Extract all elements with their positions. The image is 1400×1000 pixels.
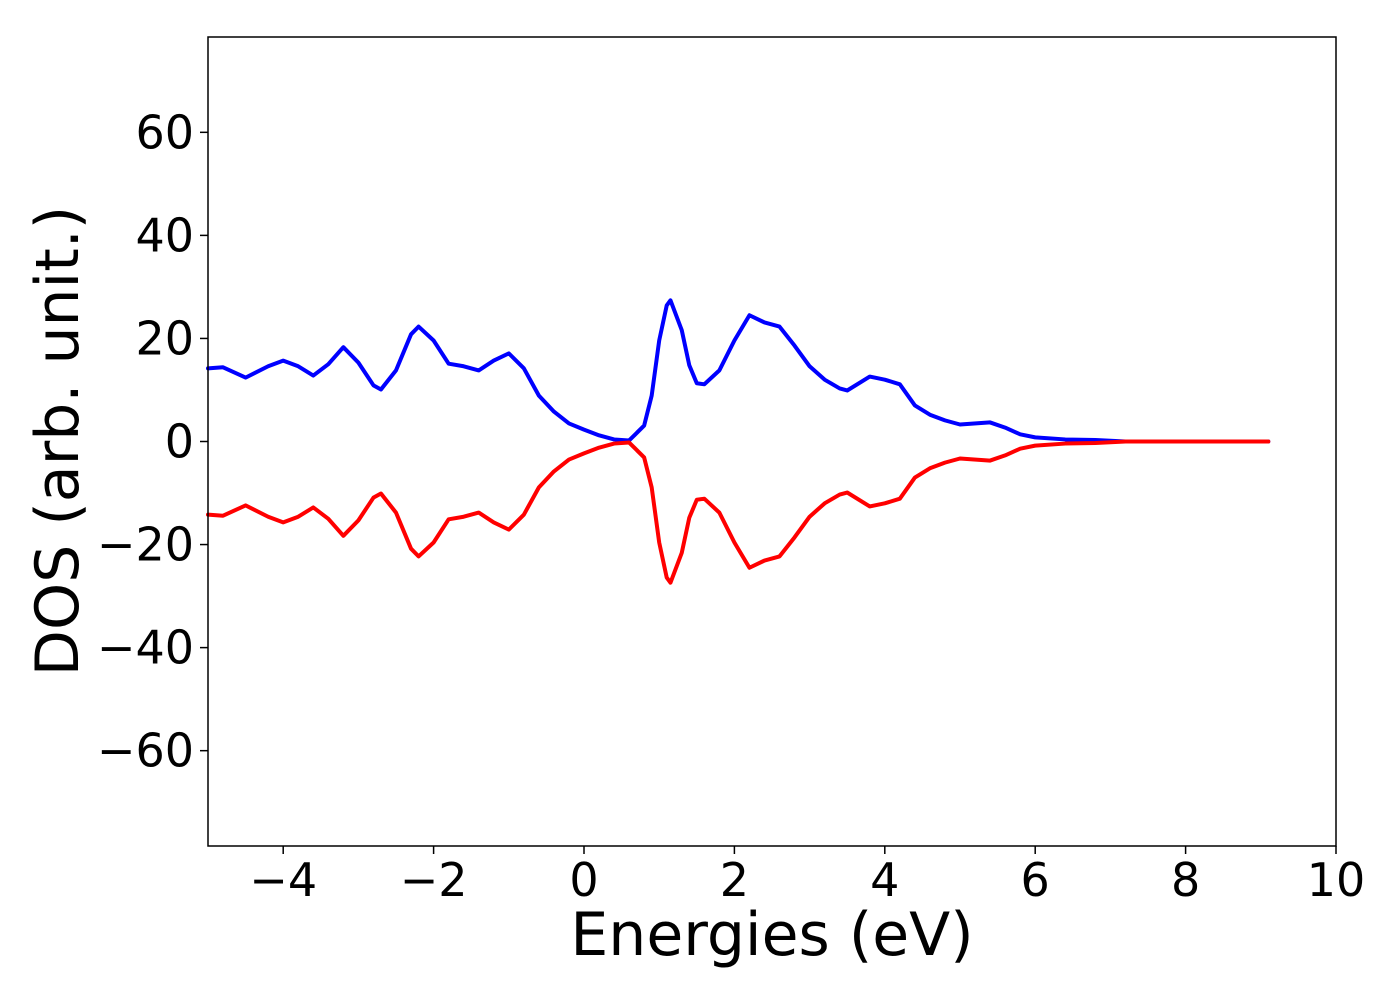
plot-frame <box>207 36 1337 847</box>
x-tick-label: 6 <box>1021 853 1050 907</box>
y-tick-label: 20 <box>135 311 194 365</box>
y-tick-label: 60 <box>135 105 194 159</box>
y-tick-label: −20 <box>97 518 194 572</box>
x-tick-label: −4 <box>249 853 317 907</box>
x-tick-label: 8 <box>1171 853 1200 907</box>
x-tick-label: 0 <box>569 853 598 907</box>
x-axis-label: Energies (eV) <box>570 900 973 970</box>
line-series <box>206 439 1271 585</box>
y-tick-label: 40 <box>135 208 194 262</box>
y-tick-label: 0 <box>165 415 194 469</box>
line-series <box>206 298 1271 444</box>
y-tick-label: −40 <box>97 621 194 675</box>
x-tick-label: 10 <box>1307 853 1366 907</box>
x-tick-label: 4 <box>870 853 899 907</box>
x-tick-label: 2 <box>720 853 749 907</box>
y-axis-label: DOS (arb. unit.) <box>23 206 93 676</box>
y-tick-label: −60 <box>97 724 194 778</box>
x-tick-label: −2 <box>400 853 468 907</box>
